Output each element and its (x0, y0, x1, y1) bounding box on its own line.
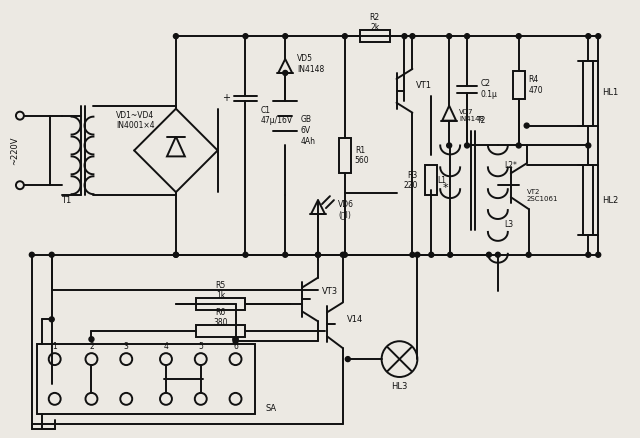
Bar (196, 325, 246, 337)
Text: C1
47μ/16V: C1 47μ/16V (260, 106, 292, 125)
Bar (426, 165, 437, 195)
Text: 1: 1 (52, 342, 57, 351)
Text: L2*: L2* (504, 161, 516, 170)
Circle shape (173, 34, 179, 39)
Circle shape (49, 317, 54, 322)
Text: GB
6V
4Ah: GB 6V 4Ah (300, 115, 315, 146)
Circle shape (316, 252, 321, 257)
Text: HL3: HL3 (391, 382, 408, 392)
Text: 5: 5 (198, 342, 203, 351)
Circle shape (586, 34, 591, 39)
Text: VT3: VT3 (322, 287, 338, 296)
Circle shape (243, 34, 248, 39)
Text: L1: L1 (437, 176, 446, 185)
Circle shape (316, 252, 321, 257)
Text: R5
1k: R5 1k (216, 281, 226, 300)
Bar (583, 61, 593, 126)
Text: R4
470: R4 470 (529, 75, 543, 95)
Circle shape (402, 34, 407, 39)
Circle shape (526, 252, 531, 257)
Circle shape (342, 252, 348, 257)
Circle shape (283, 34, 288, 39)
Circle shape (465, 143, 470, 148)
Text: 2: 2 (89, 342, 94, 351)
Circle shape (415, 252, 420, 257)
Text: R1
560: R1 560 (355, 146, 369, 165)
Circle shape (49, 252, 54, 257)
Bar (360, 30, 390, 42)
Circle shape (233, 337, 238, 342)
Circle shape (586, 252, 591, 257)
Text: IN4001×4: IN4001×4 (116, 121, 155, 130)
Circle shape (586, 143, 591, 148)
Circle shape (447, 143, 452, 148)
Circle shape (465, 34, 470, 39)
Circle shape (429, 252, 434, 257)
Circle shape (524, 123, 529, 128)
Text: T2: T2 (477, 116, 486, 125)
Circle shape (233, 339, 238, 344)
Bar (37, 344, 255, 414)
Circle shape (173, 252, 179, 257)
Circle shape (342, 34, 348, 39)
Text: ~220V: ~220V (10, 136, 19, 165)
Circle shape (410, 252, 415, 257)
Circle shape (233, 337, 238, 342)
Text: VD5
IN4148: VD5 IN4148 (297, 54, 324, 74)
Circle shape (173, 252, 179, 257)
Text: VT2
2SC1061: VT2 2SC1061 (527, 189, 558, 201)
Text: 4: 4 (164, 342, 168, 351)
Circle shape (89, 337, 94, 342)
Text: L3: L3 (504, 220, 513, 230)
Text: +: + (221, 93, 230, 103)
Text: VD7
IN4148: VD7 IN4148 (459, 109, 484, 122)
Text: VD1~VD4: VD1~VD4 (116, 111, 154, 120)
Text: HL1: HL1 (602, 88, 618, 97)
Circle shape (29, 252, 35, 257)
Text: SA: SA (266, 404, 276, 413)
Circle shape (340, 252, 346, 257)
Circle shape (283, 252, 288, 257)
Circle shape (410, 34, 415, 39)
Bar (339, 138, 351, 173)
Circle shape (486, 252, 492, 257)
Bar (196, 298, 246, 311)
Text: VT1: VT1 (417, 81, 433, 90)
Text: *: * (442, 183, 448, 193)
Text: R2
2k: R2 2k (369, 13, 380, 32)
Text: HL2: HL2 (602, 196, 618, 205)
Circle shape (596, 252, 601, 257)
Circle shape (448, 252, 452, 257)
Text: 6: 6 (233, 342, 238, 351)
Circle shape (447, 34, 452, 39)
Circle shape (346, 357, 350, 362)
Text: V14: V14 (347, 315, 363, 324)
Text: C2
0.1μ: C2 0.1μ (481, 79, 498, 99)
Text: VD6
(兆I): VD6 (兆I) (338, 200, 354, 220)
Circle shape (596, 34, 601, 39)
Bar (583, 165, 593, 235)
Text: R3
220: R3 220 (403, 170, 417, 190)
Circle shape (516, 34, 521, 39)
Circle shape (243, 252, 248, 257)
Circle shape (495, 252, 500, 257)
Text: T1: T1 (61, 196, 72, 205)
Text: R6
380: R6 380 (213, 307, 228, 327)
Circle shape (516, 143, 521, 148)
Circle shape (283, 71, 288, 75)
Bar (513, 71, 525, 99)
Text: 3: 3 (124, 342, 129, 351)
